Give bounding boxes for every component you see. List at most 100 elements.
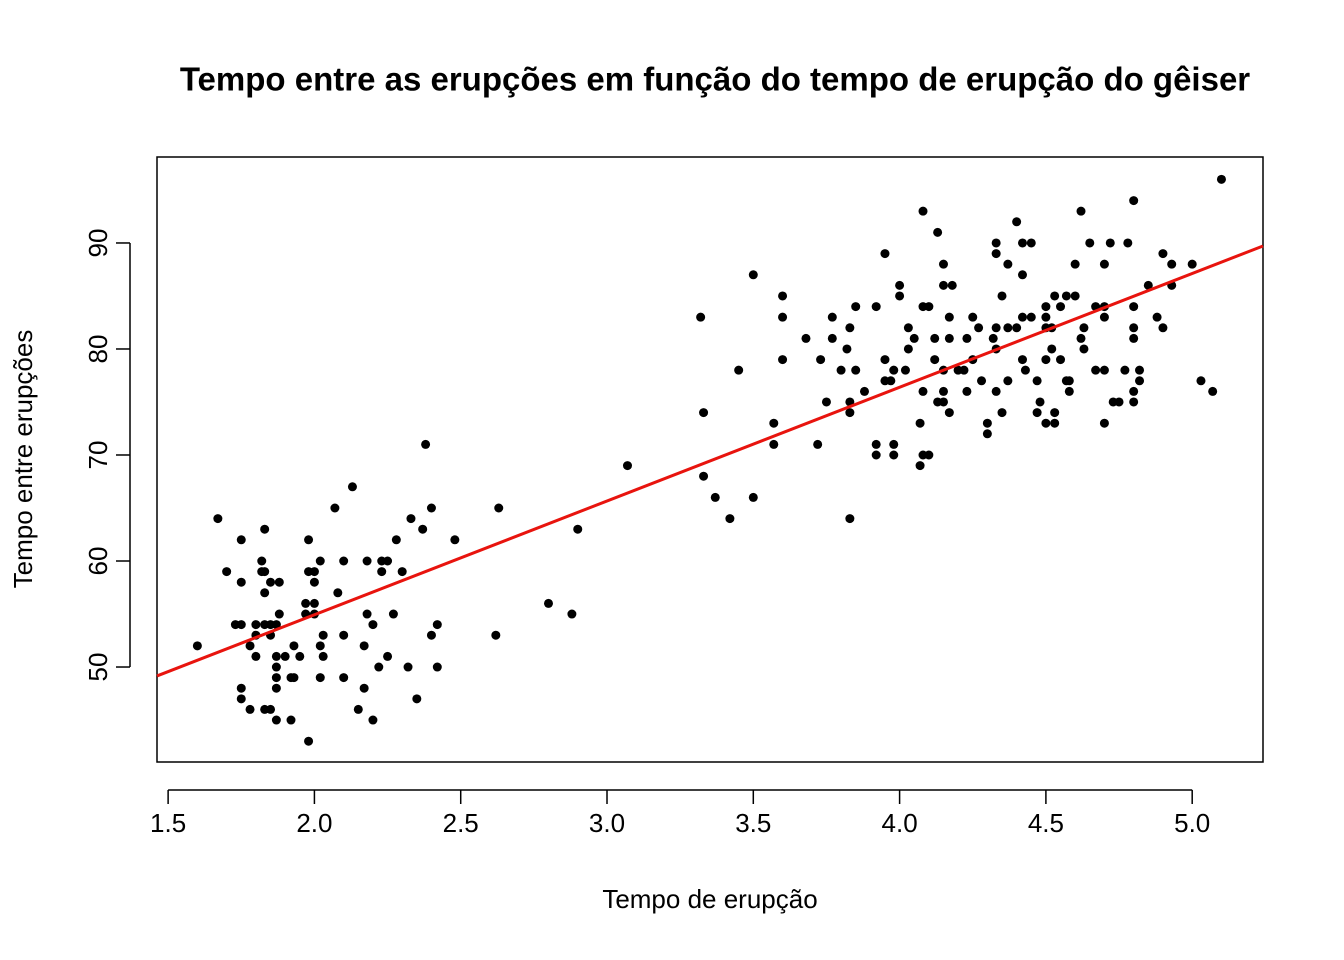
point — [362, 609, 372, 619]
point — [374, 662, 384, 672]
point — [851, 302, 861, 312]
point — [1070, 291, 1080, 301]
point — [982, 418, 992, 428]
point — [991, 238, 1001, 248]
point — [377, 567, 387, 577]
point — [748, 492, 758, 502]
x-tick-label: 2.5 — [443, 808, 479, 838]
point — [573, 524, 583, 534]
point — [845, 323, 855, 333]
point — [1017, 355, 1027, 365]
point — [895, 280, 905, 290]
point — [836, 365, 846, 375]
point — [1135, 376, 1145, 386]
point — [930, 355, 940, 365]
y-tick-label: 60 — [83, 547, 113, 576]
point — [330, 503, 340, 513]
point — [315, 641, 325, 651]
x-tick-label: 2.0 — [296, 808, 332, 838]
point — [938, 259, 948, 269]
point — [271, 651, 281, 661]
point — [315, 673, 325, 683]
point — [918, 386, 928, 396]
point — [1003, 376, 1013, 386]
point — [778, 312, 788, 322]
point — [1064, 386, 1074, 396]
point — [567, 609, 577, 619]
point — [827, 312, 837, 322]
point — [271, 683, 281, 693]
point — [725, 514, 735, 524]
point — [383, 556, 393, 566]
point — [1035, 397, 1045, 407]
point — [432, 620, 442, 630]
point — [421, 439, 431, 449]
point — [491, 630, 501, 640]
point — [353, 704, 363, 714]
point — [236, 535, 246, 545]
point — [813, 439, 823, 449]
point — [1032, 408, 1042, 418]
point — [1050, 291, 1060, 301]
point — [251, 620, 261, 630]
point — [734, 365, 744, 375]
point — [1012, 217, 1022, 227]
point — [1114, 397, 1124, 407]
point — [988, 333, 998, 343]
point — [859, 386, 869, 396]
point — [845, 408, 855, 418]
point — [236, 683, 246, 693]
point — [880, 355, 890, 365]
point — [944, 333, 954, 343]
point — [930, 333, 940, 343]
point — [315, 556, 325, 566]
point — [1085, 238, 1095, 248]
chart-title: Tempo entre as erupções em função do tem… — [180, 61, 1250, 98]
point — [1026, 312, 1036, 322]
point — [1050, 418, 1060, 428]
point — [769, 418, 779, 428]
point — [1129, 386, 1139, 396]
y-tick-label: 80 — [83, 335, 113, 364]
point — [959, 365, 969, 375]
y-axis-label: Tempo entre erupções — [8, 330, 38, 589]
point — [900, 365, 910, 375]
x-tick-label: 4.0 — [882, 808, 918, 838]
point — [1061, 291, 1071, 301]
point — [1041, 355, 1051, 365]
point — [1020, 365, 1030, 375]
point — [1091, 365, 1101, 375]
point — [974, 323, 984, 333]
point — [889, 365, 899, 375]
point — [769, 439, 779, 449]
point — [274, 577, 284, 587]
point — [333, 588, 343, 598]
point — [426, 503, 436, 513]
point — [339, 673, 349, 683]
point — [391, 535, 401, 545]
point — [845, 514, 855, 524]
point — [412, 694, 422, 704]
point — [622, 461, 632, 471]
point — [977, 376, 987, 386]
point — [944, 312, 954, 322]
point — [944, 408, 954, 418]
point — [192, 641, 202, 651]
point — [710, 492, 720, 502]
point — [1012, 323, 1022, 333]
point — [1129, 397, 1139, 407]
point — [962, 386, 972, 396]
point — [903, 323, 913, 333]
point — [1064, 376, 1074, 386]
point — [289, 641, 299, 651]
point — [1070, 259, 1080, 269]
point — [889, 439, 899, 449]
point — [1143, 280, 1153, 290]
point — [1135, 365, 1145, 375]
point — [1099, 418, 1109, 428]
point — [397, 567, 407, 577]
point — [871, 450, 881, 460]
point — [359, 641, 369, 651]
point — [821, 397, 831, 407]
point — [748, 270, 758, 280]
